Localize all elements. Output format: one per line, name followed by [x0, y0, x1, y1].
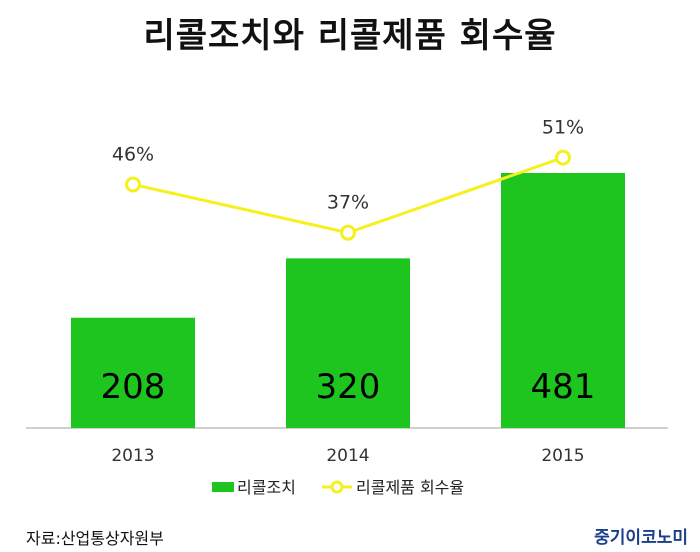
line-value-label-2014: 37% [327, 192, 369, 214]
bar-value-label-2013: 208 [101, 367, 166, 407]
line-value-label-2013: 46% [112, 143, 154, 165]
legend-bar-swatch [212, 482, 234, 492]
line-data-labels: 46% 37% 51% [112, 117, 584, 214]
line-point-2015 [555, 149, 571, 166]
legend-line-marker [330, 480, 344, 494]
line-point-2013 [125, 176, 141, 193]
x-tick-2014: 2014 [326, 446, 369, 466]
legend: 리콜조치 리콜제품 회수율 [212, 478, 464, 497]
line-point-2014 [340, 224, 356, 241]
bar-data-labels: 208 320 481 [101, 367, 596, 407]
source-note: 자료:산업통상자원부 [26, 529, 164, 548]
legend-line-label: 리콜제품 회수율 [356, 478, 464, 497]
chart-title: 리콜조치와 리콜제품 회수율 [143, 16, 557, 56]
brand-logo: 중기이코노미 [594, 528, 688, 548]
bar-value-label-2015: 481 [531, 367, 596, 407]
line-value-label-2015: 51% [542, 117, 584, 139]
bar-2015 [501, 173, 625, 428]
x-tick-2013: 2013 [111, 446, 154, 466]
bar-2013 [71, 317, 195, 428]
bar-series [71, 173, 625, 428]
line-points [125, 149, 571, 241]
x-tick-labels: 2013 2014 2015 [111, 446, 584, 466]
x-tick-2015: 2015 [541, 446, 584, 466]
legend-bar-label: 리콜조치 [237, 478, 296, 497]
bar-value-label-2014: 320 [316, 367, 381, 407]
bar-2014 [286, 258, 410, 428]
